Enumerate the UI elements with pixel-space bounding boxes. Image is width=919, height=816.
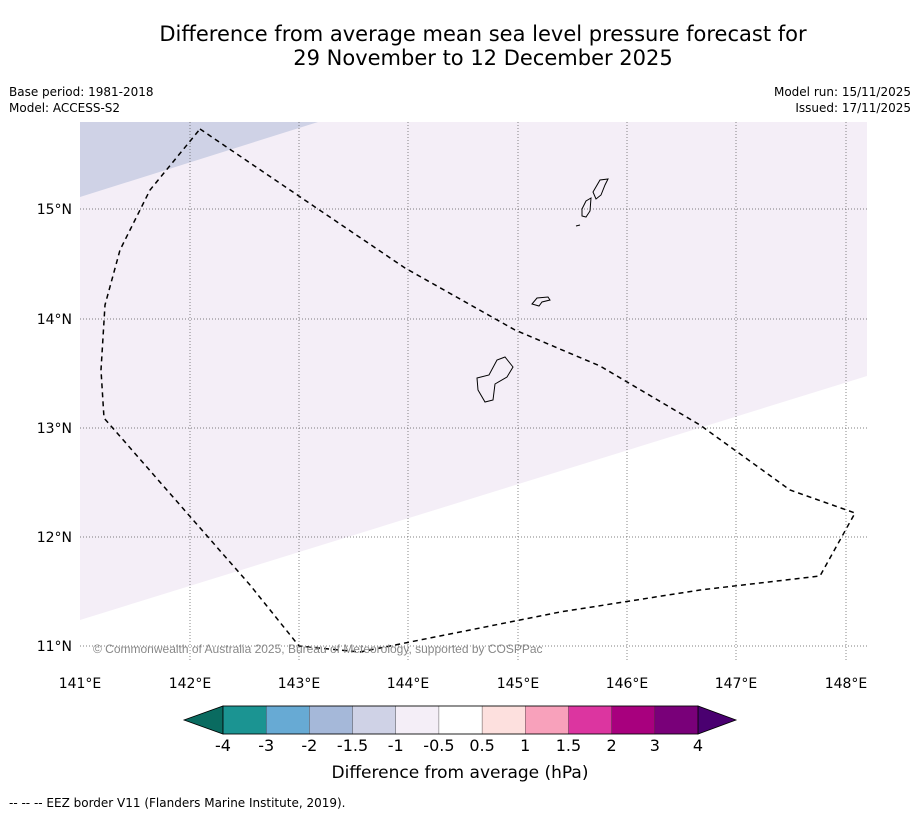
- lat-label: 11°N: [37, 639, 72, 655]
- colorbar-bin: [265, 705, 310, 735]
- copyright-text: © Commonwealth of Australia 2025, Bureau…: [93, 642, 543, 656]
- lon-label: 141°E: [59, 676, 102, 692]
- anomaly-band-lavender: [80, 122, 867, 620]
- eez-border: [100, 127, 857, 653]
- chart-title: Difference from average mean sea level p…: [0, 22, 919, 70]
- colorbar-bin: [222, 705, 267, 735]
- colorbar-bin: [352, 705, 397, 735]
- colorbar-tick: 1: [520, 736, 530, 755]
- lon-label: 142°E: [169, 676, 212, 692]
- lat-label: 12°N: [37, 530, 72, 546]
- colorbar-tick: -1: [388, 736, 404, 755]
- longitude-labels: 141°E 142°E 143°E 144°E 145°E 146°E 147°…: [59, 676, 868, 692]
- title-line-2: 29 November to 12 December 2025: [293, 46, 673, 70]
- colorbar-tick: 3: [650, 736, 660, 755]
- colorbar-tick: 4: [693, 736, 703, 755]
- colorbar-bin: [395, 705, 440, 735]
- colorbar: -4 -3 -2 -1.5 -1 -0.5 0.5 1 1.5 2 3 4 Difference fr…: [182, 705, 738, 783]
- lon-label: 143°E: [278, 676, 321, 692]
- colorbar-under-arrow: [182, 705, 224, 735]
- map-area: [80, 122, 867, 660]
- base-period-text: Base period: 1981-2018: [9, 85, 154, 99]
- islands: [476, 178, 609, 403]
- saipan-island: [592, 178, 609, 200]
- colorbar-tick: -2: [301, 736, 317, 755]
- colorbar-bins: [222, 705, 699, 735]
- colorbar-over-arrow: [697, 705, 738, 735]
- lat-label: 15°N: [37, 202, 72, 218]
- colorbar-bin: [654, 705, 699, 735]
- colorbar-tick: -1.5: [337, 736, 368, 755]
- colorbar-tick-labels: -4 -3 -2 -1.5 -1 -0.5 0.5 1 1.5 2 3 4: [215, 736, 703, 755]
- guam-island: [476, 356, 514, 403]
- colorbar-tick: 2: [607, 736, 617, 755]
- aguijan-island: [575, 224, 581, 227]
- latitude-labels: 15°N 14°N 13°N 12°N 11°N: [37, 202, 72, 655]
- lon-label: 147°E: [715, 676, 758, 692]
- colorbar-tick: -0.5: [423, 736, 454, 755]
- eez-footnote: -- -- -- EEZ border V11 (Flanders Marine…: [9, 796, 346, 810]
- anomaly-band-blue: [80, 122, 318, 197]
- gridlines: [80, 122, 867, 660]
- lon-label: 146°E: [606, 676, 649, 692]
- lat-label: 14°N: [37, 312, 72, 328]
- issued-text: Issued: 17/11/2025: [795, 101, 911, 115]
- meta-left: Base period: 1981-2018 Model: ACCESS-S2: [9, 84, 154, 116]
- colorbar-tick: -4: [215, 736, 231, 755]
- colorbar-bin: [568, 705, 613, 735]
- colorbar-frame: [222, 705, 699, 735]
- colorbar-bin: [438, 705, 483, 735]
- title-line-1: Difference from average mean sea level p…: [159, 22, 807, 46]
- model-run-text: Model run: 15/11/2025: [773, 85, 911, 99]
- tinian-island: [581, 197, 592, 218]
- lat-label: 13°N: [37, 421, 72, 437]
- colorbar-bin: [309, 705, 354, 735]
- colorbar-tick: 0.5: [469, 736, 494, 755]
- lon-label: 145°E: [497, 676, 540, 692]
- colorbar-tick: 1.5: [556, 736, 581, 755]
- model-text: Model: ACCESS-S2: [9, 101, 121, 115]
- colorbar-tick: -3: [258, 736, 274, 755]
- colorbar-bin: [481, 705, 526, 735]
- rota-island: [531, 296, 551, 307]
- colorbar-bin: [611, 705, 656, 735]
- meta-right: Model run: 15/11/2025 Issued: 17/11/2025: [774, 84, 911, 116]
- lon-label: 144°E: [387, 676, 430, 692]
- pressure-map: © Commonwealth of Australia 2025, Bureau…: [37, 122, 868, 783]
- colorbar-bin: [525, 705, 569, 735]
- lon-label: 148°E: [825, 676, 868, 692]
- colorbar-label: Difference from average (hPa): [332, 763, 589, 783]
